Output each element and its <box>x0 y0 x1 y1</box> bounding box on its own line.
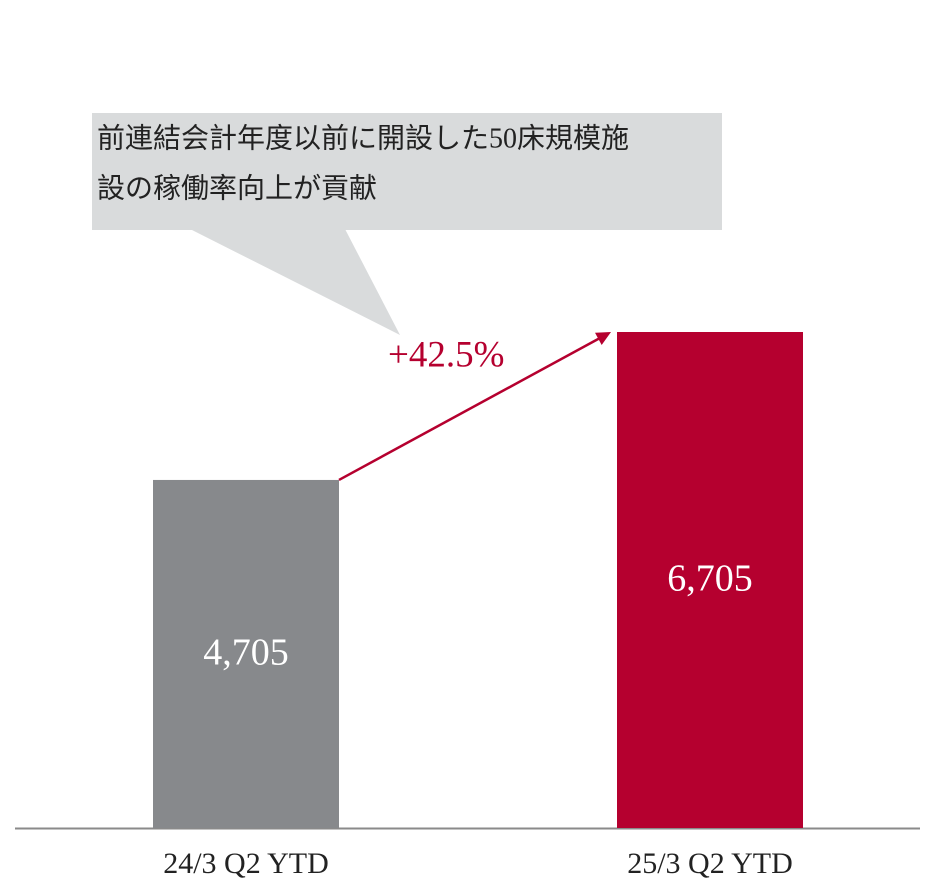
bar <box>617 332 803 828</box>
bar <box>153 479 339 828</box>
arrow-head <box>595 332 611 345</box>
callout-box <box>92 113 722 230</box>
growth-arrow <box>338 337 601 482</box>
callout-text: 前連結会計年度以前に開設した50床規模施 <box>97 122 629 154</box>
growth-label: +42.5% <box>388 334 504 375</box>
x-tick-label: 25/3 Q2 YTD <box>627 847 793 880</box>
callout-text: 設の稼働率向上が貢献 <box>97 172 377 204</box>
callout-tail <box>190 229 400 335</box>
value-label: 6,705 <box>667 558 753 600</box>
x-tick-label: 24/3 Q2 YTD <box>163 847 329 880</box>
value-label: 4,705 <box>203 632 289 674</box>
